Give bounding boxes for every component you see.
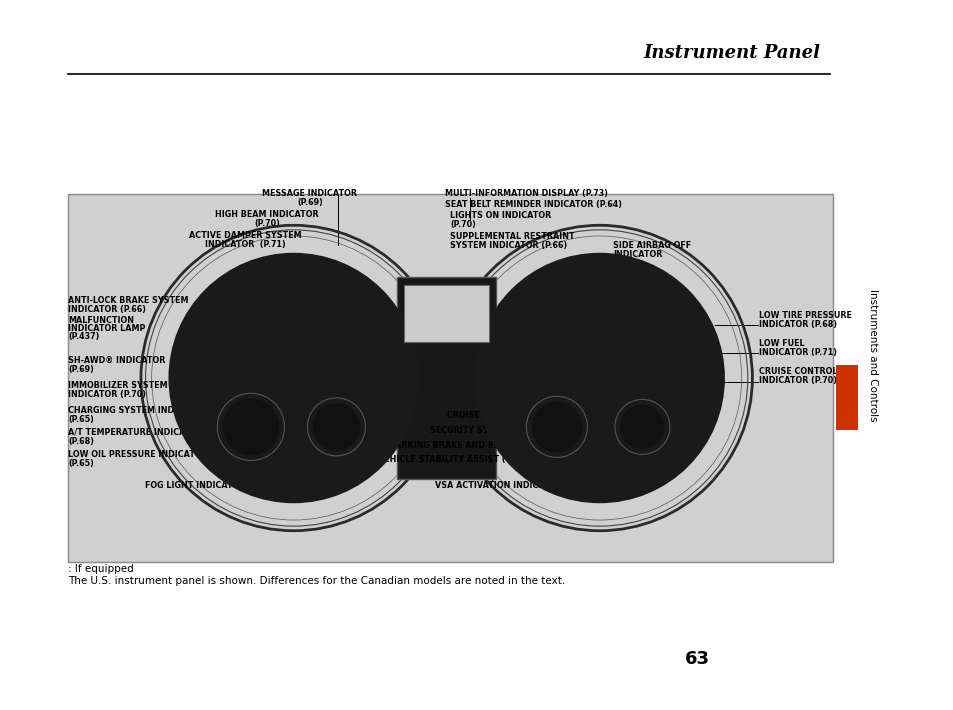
- Circle shape: [314, 404, 359, 449]
- Text: (P.65): (P.65): [68, 459, 93, 468]
- Text: (P.69): (P.69): [296, 198, 323, 207]
- Text: 63: 63: [684, 650, 709, 668]
- Text: (P.66): (P.66): [613, 259, 639, 268]
- Circle shape: [620, 405, 663, 448]
- Text: CRUISE CONTROL: CRUISE CONTROL: [759, 367, 837, 376]
- Text: Instrument Panel: Instrument Panel: [642, 44, 820, 62]
- Text: INDICATOR (P.66): INDICATOR (P.66): [68, 305, 146, 314]
- Text: SUPPLEMENTAL RESTRAINT: SUPPLEMENTAL RESTRAINT: [450, 232, 574, 241]
- Text: LOW TIRE PRESSURE: LOW TIRE PRESSURE: [759, 311, 851, 320]
- Text: SECURITY SYSTEM INDICATOR (P.71): SECURITY SYSTEM INDICATOR (P.71): [430, 426, 594, 435]
- Circle shape: [474, 253, 724, 503]
- Text: LOW OIL PRESSURE INDICATOR: LOW OIL PRESSURE INDICATOR: [68, 450, 208, 459]
- Text: HIGH BEAM INDICATOR: HIGH BEAM INDICATOR: [215, 210, 318, 219]
- Text: LIGHTS ON INDICATOR: LIGHTS ON INDICATOR: [450, 211, 551, 220]
- Text: INDICATOR (P.70): INDICATOR (P.70): [759, 376, 836, 385]
- Text: CHARGING SYSTEM INDICATOR: CHARGING SYSTEM INDICATOR: [68, 406, 207, 415]
- Text: (P.65): (P.65): [68, 415, 93, 424]
- Text: LOW FUEL: LOW FUEL: [759, 339, 803, 348]
- Text: PARKING BRAKE AND BRAKE SYSTEM INDICATOR (P.65): PARKING BRAKE AND BRAKE SYSTEM INDICATOR…: [390, 441, 638, 450]
- Text: (P.69): (P.69): [68, 365, 93, 374]
- Circle shape: [223, 400, 278, 454]
- Text: SEAT BELT REMINDER INDICATOR (P.64): SEAT BELT REMINDER INDICATOR (P.64): [444, 200, 621, 209]
- Text: MULTI-INFORMATION DISPLAY (P.73): MULTI-INFORMATION DISPLAY (P.73): [444, 189, 607, 198]
- Text: ACTIVE DAMPER SYSTEM: ACTIVE DAMPER SYSTEM: [189, 231, 301, 240]
- Text: Instruments and Controls: Instruments and Controls: [867, 289, 877, 421]
- Text: ANTI-LOCK BRAKE SYSTEM: ANTI-LOCK BRAKE SYSTEM: [68, 296, 189, 305]
- Text: SIDE AIRBAG OFF: SIDE AIRBAG OFF: [613, 241, 690, 250]
- Text: INDICATOR LAMP: INDICATOR LAMP: [68, 324, 145, 333]
- Text: SH-AWD® INDICATOR: SH-AWD® INDICATOR: [68, 356, 165, 365]
- Text: MALFUNCTION: MALFUNCTION: [68, 316, 133, 325]
- Text: VEHICLE STABILITY ASSIST (VSA) SYSTEM INDICATOR (P.67): VEHICLE STABILITY ASSIST (VSA) SYSTEM IN…: [377, 455, 647, 464]
- Bar: [404, 285, 489, 342]
- Bar: [396, 277, 496, 479]
- Text: A/T TEMPERATURE INDICATOR: A/T TEMPERATURE INDICATOR: [68, 428, 203, 437]
- Text: IMMOBILIZER SYSTEM: IMMOBILIZER SYSTEM: [68, 381, 168, 390]
- Bar: [835, 365, 857, 430]
- Text: MESSAGE INDICATOR: MESSAGE INDICATOR: [262, 189, 357, 198]
- Bar: [68, 194, 832, 562]
- Text: SYSTEM INDICATOR (P.66): SYSTEM INDICATOR (P.66): [450, 241, 567, 250]
- Text: INDICATOR (P.71): INDICATOR (P.71): [759, 348, 836, 357]
- Text: INDICATOR  (P.71): INDICATOR (P.71): [204, 240, 285, 249]
- Circle shape: [532, 403, 580, 452]
- Text: INDICATOR (P.68): INDICATOR (P.68): [759, 320, 836, 329]
- Text: The U.S. instrument panel is shown. Differences for the Canadian models are note: The U.S. instrument panel is shown. Diff…: [68, 576, 565, 586]
- Text: CRUISE MAIN INDICATOR (P.70): CRUISE MAIN INDICATOR (P.70): [447, 411, 587, 420]
- Circle shape: [169, 253, 418, 503]
- Text: : If equipped: : If equipped: [68, 564, 133, 574]
- Text: (P.68): (P.68): [68, 437, 94, 446]
- Text: FOG LIGHT INDICATOR (P.70): FOG LIGHT INDICATOR (P.70): [145, 481, 274, 490]
- Text: INDICATOR (P.70): INDICATOR (P.70): [68, 390, 146, 399]
- Text: (P.70): (P.70): [450, 220, 476, 229]
- Text: VSA ACTIVATION INDICATOR (P.67): VSA ACTIVATION INDICATOR (P.67): [435, 481, 591, 490]
- Text: INDICATOR: INDICATOR: [613, 250, 661, 259]
- Text: (P.70): (P.70): [253, 219, 279, 228]
- Text: (P.437): (P.437): [68, 332, 99, 341]
